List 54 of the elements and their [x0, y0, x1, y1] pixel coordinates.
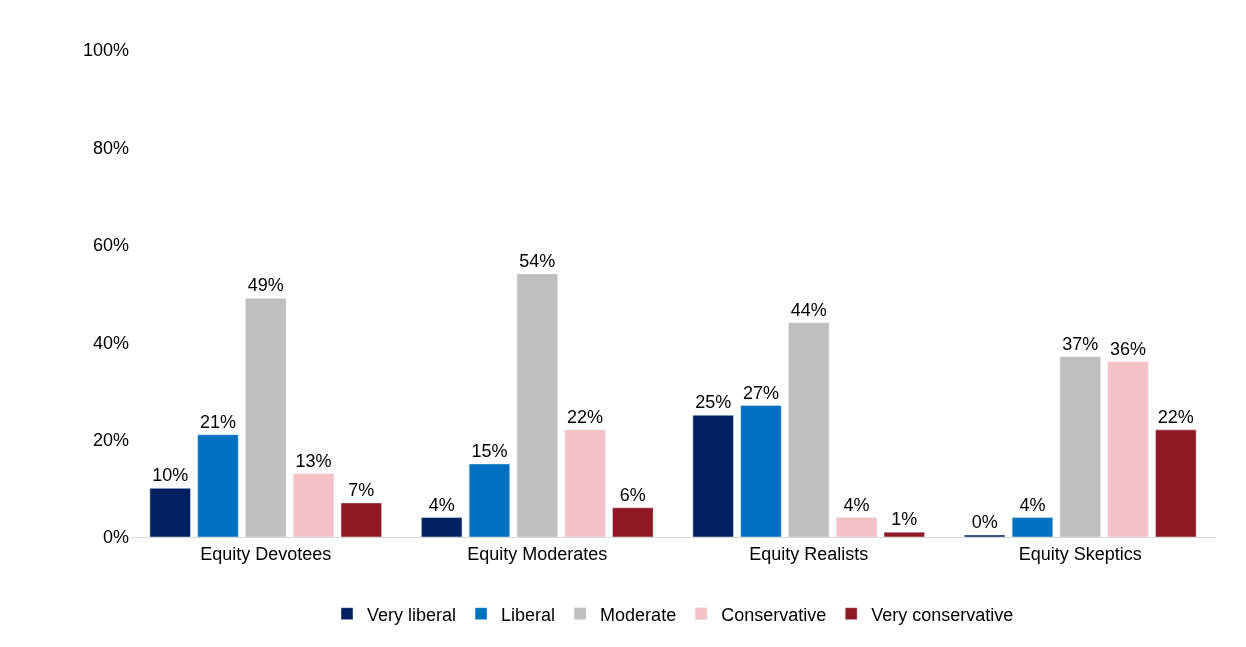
legend-label: Very conservative	[871, 604, 1014, 625]
y-tick-label: 100%	[82, 40, 129, 61]
legend-label: Conservative	[721, 604, 827, 625]
data-label: 10%	[152, 465, 189, 486]
legend-label: Liberal	[501, 604, 556, 625]
legend-label: Very liberal	[367, 604, 457, 625]
bar	[740, 405, 782, 537]
data-label: 44%	[790, 299, 827, 320]
data-label: 49%	[247, 275, 284, 296]
data-label: 6%	[619, 484, 646, 505]
legend-label: Moderate	[600, 604, 677, 625]
bar	[292, 473, 335, 537]
bar	[516, 273, 558, 537]
bar	[468, 463, 511, 537]
y-tick-label: 60%	[92, 235, 129, 256]
x-tick-label: Equity Realists	[749, 543, 869, 564]
x-tick-label: Equity Moderates	[467, 543, 608, 564]
bar	[149, 488, 191, 537]
data-label: 27%	[742, 382, 779, 403]
data-label: 22%	[567, 406, 604, 427]
data-label: 4%	[1019, 494, 1046, 515]
bar	[692, 415, 734, 537]
data-label: 13%	[295, 450, 332, 471]
bar	[1107, 361, 1149, 537]
bar	[340, 502, 382, 537]
data-label: 25%	[695, 392, 732, 413]
data-label: 54%	[519, 251, 556, 272]
data-label: 4%	[428, 494, 455, 515]
data-label: 36%	[1110, 338, 1147, 359]
bar	[883, 531, 925, 537]
bar	[612, 507, 654, 537]
data-label: 22%	[1157, 406, 1194, 427]
bar	[1155, 429, 1197, 537]
bar	[1011, 517, 1054, 537]
bar	[788, 322, 830, 537]
bar	[197, 434, 239, 537]
data-label: 1%	[891, 509, 918, 530]
y-tick-label: 0%	[102, 527, 129, 548]
data-label: 21%	[199, 411, 236, 432]
x-tick-label: Equity Devotees	[200, 543, 332, 564]
data-label: 4%	[843, 494, 870, 515]
bar	[421, 517, 463, 537]
data-label: 15%	[471, 440, 508, 461]
y-tick-label: 40%	[92, 332, 129, 353]
data-label: 37%	[1062, 333, 1099, 354]
bar	[245, 298, 287, 537]
bar	[835, 517, 878, 537]
data-label: 0%	[971, 512, 998, 533]
y-tick-label: 20%	[92, 429, 129, 450]
x-tick-label: Equity Skeptics	[1018, 543, 1142, 564]
bar	[564, 429, 606, 537]
bar	[1059, 356, 1101, 537]
data-label: 7%	[348, 479, 375, 500]
y-tick-label: 80%	[92, 137, 129, 158]
